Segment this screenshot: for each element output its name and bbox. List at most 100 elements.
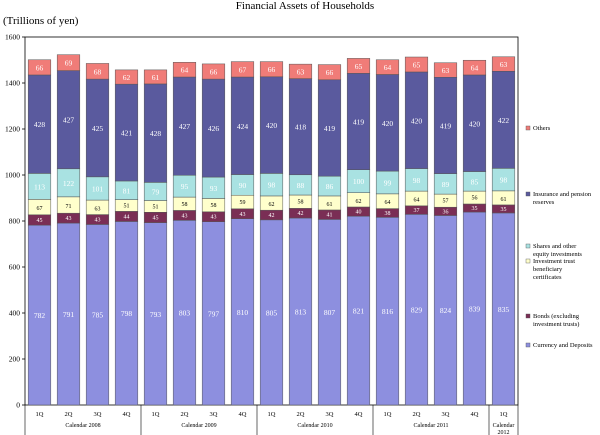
bar-segment [85,63,110,80]
legend-label: Currency and Deposits [533,342,593,349]
data-label: 824 [440,306,452,315]
bar-segment [172,62,197,78]
data-label: 65 [355,62,363,71]
data-label: 43 [66,216,72,222]
quarter-label: 2Q [297,411,305,418]
data-label: 37 [414,208,420,214]
data-label: 95 [181,182,189,191]
data-label: 51 [153,204,159,210]
legend-label: Others [533,125,551,132]
quarter-label: 3Q [326,411,334,418]
data-label: 71 [66,204,72,210]
data-label: 427 [179,122,191,131]
data-label: 63 [297,67,305,76]
data-label: 98 [500,176,508,185]
data-label: 90 [239,181,247,190]
data-label: 44 [124,214,130,220]
data-label: 64 [414,197,420,203]
data-label: 81 [123,186,131,195]
data-label: 43 [240,212,246,218]
legend-swatch [525,258,531,264]
data-label: 67 [37,206,43,212]
bar-segment [462,59,487,76]
legend-swatch [525,313,531,319]
bar-segment [56,54,81,71]
data-label: 42 [269,213,275,219]
data-label: 40 [356,210,362,216]
data-label: 66 [36,63,44,72]
quarter-label: 4Q [471,411,479,418]
data-label: 42 [298,211,304,217]
data-label: 793 [150,310,162,319]
legend-label: Insurance and pension [533,191,592,198]
data-label: 63 [500,60,508,69]
data-label: 63 [442,66,450,75]
data-label: 66 [326,68,334,77]
legend-label: equity investments [533,251,582,258]
data-label: 805 [266,308,278,317]
data-label: 813 [295,308,307,317]
legend-label: Shares and other [533,243,577,250]
quarter-label: 1Q [500,411,508,418]
data-label: 36 [443,209,449,215]
quarter-label: 4Q [123,411,131,418]
data-label: 66 [210,68,218,77]
data-label: 64 [471,64,479,73]
data-label: 58 [211,203,217,209]
bar-segment [433,62,458,78]
data-label: 428 [150,129,162,138]
quarter-label: 3Q [94,411,102,418]
data-label: 45 [153,215,159,221]
legend-swatch [525,125,531,131]
y-tick-label: 1600 [5,33,20,42]
data-label: 61 [152,73,160,82]
bar-segment [288,63,313,79]
legend-label: Bonds (excluding [533,313,580,320]
legend-label: beneficiary [533,266,563,273]
data-label: 93 [210,184,218,193]
quarter-label: 3Q [442,411,450,418]
data-label: 420 [411,116,423,125]
data-label: 791 [63,310,75,319]
data-label: 420 [382,119,394,128]
data-label: 63 [95,206,101,212]
data-label: 98 [268,181,276,190]
data-label: 64 [384,63,392,72]
data-label: 64 [385,200,391,206]
legend-label: Investment trust [533,258,575,265]
bar-segment [230,61,255,78]
y-tick-label: 1400 [5,79,20,88]
year-label: Calendar 2008 [65,423,100,429]
legend-swatch [525,191,531,197]
data-label: 419 [440,121,452,130]
data-label: 56 [472,196,478,202]
data-label: 839 [469,305,481,314]
data-label: 113 [34,182,45,191]
data-label: 816 [382,307,394,316]
quarter-label: 2Q [413,411,421,418]
bar-segment [491,56,516,72]
bar-segment [404,56,429,73]
data-label: 43 [95,218,101,224]
y-tick-label: 0 [16,401,20,410]
bar-segment [259,61,284,78]
year-label: Calendar 2009 [181,423,216,429]
bar-segment [27,59,52,76]
quarter-label: 2Q [65,411,73,418]
data-label: 38 [385,211,391,217]
data-label: 428 [34,120,46,129]
data-label: 65 [413,60,421,69]
data-label: 835 [498,305,510,314]
chart-title: Financial Assets of Households [236,0,374,12]
data-label: 67 [239,65,247,74]
data-label: 803 [179,309,191,318]
y-axis-label: (Trillions of yen) [3,15,79,27]
data-label: 419 [353,118,365,127]
legend-label: reserves [533,199,555,206]
data-label: 821 [353,307,365,316]
quarter-label: 1Q [384,411,392,418]
legend-swatch [525,243,531,249]
data-label: 424 [237,122,249,131]
y-tick-label: 1000 [5,171,20,180]
